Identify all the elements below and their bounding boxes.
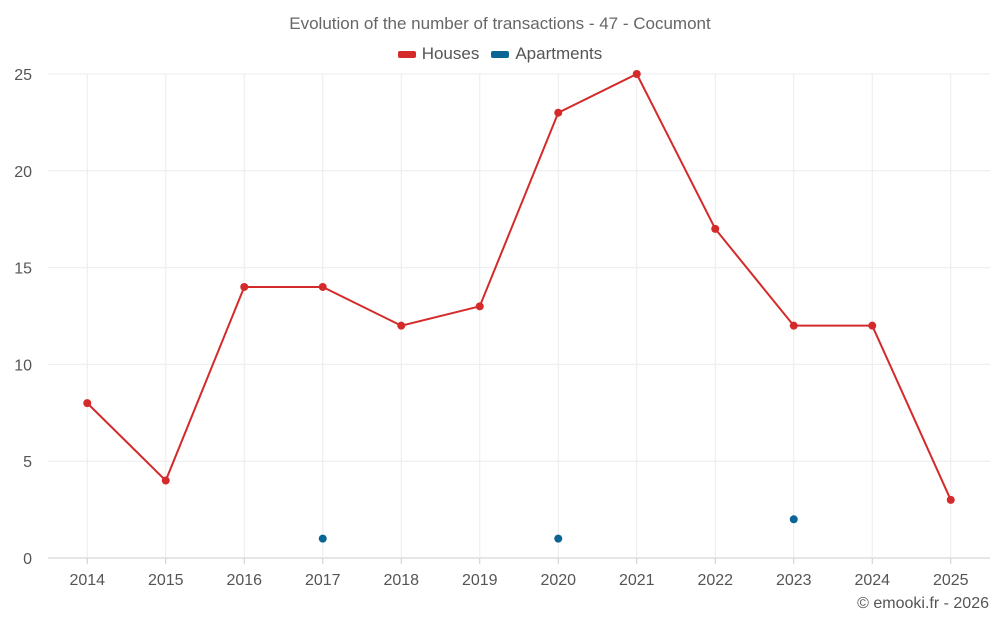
chart-title: Evolution of the number of transactions …	[289, 14, 711, 33]
x-tick-label-2015: 2015	[148, 572, 184, 589]
y-tick-label-5: 5	[23, 454, 32, 471]
y-tick-label-20: 20	[14, 164, 32, 181]
data-point-houses-2023	[789, 321, 798, 330]
legend-label-houses: Houses	[421, 44, 480, 63]
data-point-apartments-2020	[554, 534, 563, 543]
data-point-houses-2018	[397, 321, 406, 330]
data-point-houses-2014	[83, 399, 92, 408]
data-point-houses-2022	[711, 224, 720, 233]
data-point-houses-2025	[946, 495, 955, 504]
data-point-houses-2020	[554, 108, 563, 117]
x-tick-label-2018: 2018	[383, 572, 419, 589]
x-tick-label-2020: 2020	[540, 572, 576, 589]
data-point-apartments-2017	[318, 534, 327, 543]
legend-item-houses[interactable]: Houses	[397, 44, 480, 64]
data-point-houses-2024	[868, 321, 877, 330]
legend-item-apartments[interactable]: Apartments	[491, 44, 602, 64]
data-point-houses-2019	[475, 302, 484, 311]
x-tick-label-2016: 2016	[226, 572, 262, 589]
data-point-apartments-2023	[789, 515, 798, 524]
data-point-houses-2017	[318, 282, 327, 291]
series-line-houses	[86, 72, 952, 501]
y-tick-label-10: 10	[14, 357, 32, 374]
data-point-houses-2015	[161, 476, 170, 485]
x-tick-label-2024: 2024	[854, 572, 890, 589]
x-tick-label-2017: 2017	[305, 572, 341, 589]
legend-swatch-houses	[397, 50, 416, 58]
x-tick-label-2021: 2021	[619, 572, 655, 589]
y-tick-label-25: 25	[14, 67, 32, 84]
data-point-houses-2021	[632, 70, 641, 78]
y-tick-label-0: 0	[23, 551, 32, 568]
x-tick-label-2022: 2022	[697, 572, 733, 589]
credit-text: © emooki.fr - 2026	[857, 595, 989, 612]
legend-label-apartments: Apartments	[515, 44, 603, 63]
y-tick-label-15: 15	[14, 261, 32, 278]
x-tick-label-2023: 2023	[776, 572, 812, 589]
x-tick-label-2019: 2019	[462, 572, 498, 589]
x-tick-label-2014: 2014	[69, 572, 105, 589]
x-tick-label-2025: 2025	[933, 572, 969, 589]
data-point-houses-2016	[240, 282, 249, 291]
legend-swatch-apartments	[491, 50, 510, 58]
legend: Houses Apartments	[0, 44, 1000, 64]
